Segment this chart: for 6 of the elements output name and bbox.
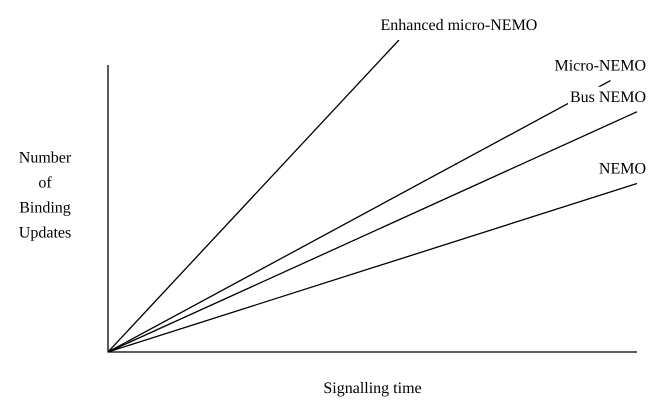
series-label: Bus NEMO xyxy=(570,88,646,106)
x-axis-title: Signalling time xyxy=(323,380,422,397)
series-label: Enhanced micro-NEMO xyxy=(380,17,538,34)
series-label: Micro-NEMO xyxy=(554,58,646,75)
series-label: NEMO xyxy=(598,160,646,178)
y-axis-title: Number of Binding Updates xyxy=(18,150,72,242)
